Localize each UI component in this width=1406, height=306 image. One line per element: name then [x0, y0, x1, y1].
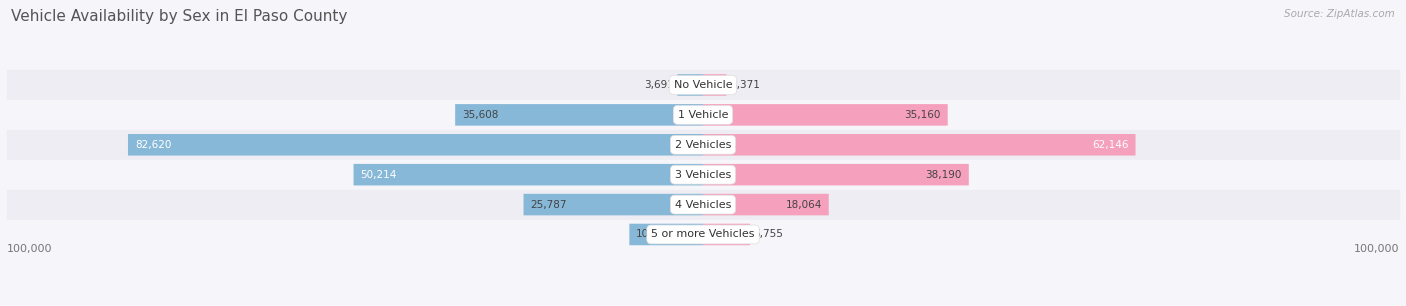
FancyBboxPatch shape — [703, 134, 1136, 155]
Text: 6,755: 6,755 — [754, 230, 783, 240]
FancyBboxPatch shape — [523, 194, 703, 215]
Text: 3,691: 3,691 — [644, 80, 673, 90]
FancyBboxPatch shape — [703, 194, 828, 215]
Text: Vehicle Availability by Sex in El Paso County: Vehicle Availability by Sex in El Paso C… — [11, 9, 347, 24]
FancyBboxPatch shape — [353, 164, 703, 185]
Text: 4 Vehicles: 4 Vehicles — [675, 200, 731, 210]
Text: Source: ZipAtlas.com: Source: ZipAtlas.com — [1284, 9, 1395, 19]
FancyBboxPatch shape — [128, 134, 703, 155]
Text: 50,214: 50,214 — [360, 170, 396, 180]
Bar — [7, 190, 1399, 219]
Text: 3 Vehicles: 3 Vehicles — [675, 170, 731, 180]
Text: 62,146: 62,146 — [1092, 140, 1129, 150]
Bar — [7, 130, 1399, 160]
Text: 1 Vehicle: 1 Vehicle — [678, 110, 728, 120]
FancyBboxPatch shape — [678, 74, 703, 96]
Bar — [7, 100, 1399, 130]
Bar — [7, 219, 1399, 249]
Text: 25,787: 25,787 — [530, 200, 567, 210]
Text: 100,000: 100,000 — [1354, 244, 1399, 254]
Text: 2 Vehicles: 2 Vehicles — [675, 140, 731, 150]
FancyBboxPatch shape — [630, 224, 703, 245]
FancyBboxPatch shape — [703, 74, 727, 96]
Text: 38,190: 38,190 — [925, 170, 962, 180]
FancyBboxPatch shape — [703, 104, 948, 126]
Text: No Vehicle: No Vehicle — [673, 80, 733, 90]
FancyBboxPatch shape — [703, 164, 969, 185]
Text: 82,620: 82,620 — [135, 140, 172, 150]
Text: 100,000: 100,000 — [7, 244, 52, 254]
Bar — [7, 70, 1399, 100]
Text: 35,160: 35,160 — [904, 110, 941, 120]
FancyBboxPatch shape — [703, 224, 749, 245]
Text: 35,608: 35,608 — [463, 110, 499, 120]
Text: 5 or more Vehicles: 5 or more Vehicles — [651, 230, 755, 240]
Bar — [7, 160, 1399, 190]
Text: 3,371: 3,371 — [730, 80, 759, 90]
Text: 10,585: 10,585 — [637, 230, 672, 240]
FancyBboxPatch shape — [456, 104, 703, 126]
Text: 18,064: 18,064 — [786, 200, 821, 210]
